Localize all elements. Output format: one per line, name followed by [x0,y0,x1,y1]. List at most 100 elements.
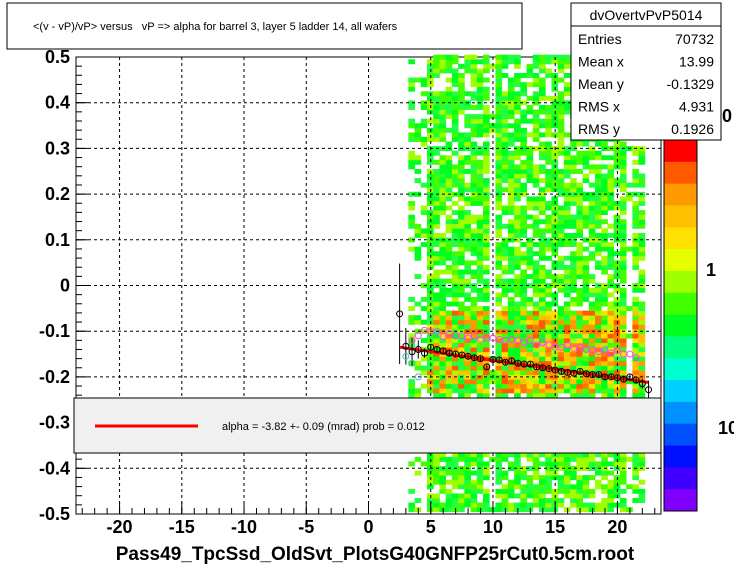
heatmap-cell [520,150,527,156]
heatmap-cell [520,484,527,490]
heatmap-cell [414,301,422,307]
heatmap-cell [619,196,627,202]
heatmap-cell [433,306,440,312]
heatmap-cell [526,164,534,170]
heatmap-cell [501,351,509,357]
heatmap-cell [476,388,484,394]
heatmap-cell [532,260,540,266]
heatmap-cell [495,260,503,266]
heatmap-cell [458,214,465,220]
heatmap-cell [563,210,571,216]
heatmap-cell [539,392,546,398]
heatmap-cell [588,155,596,161]
heatmap-cell [433,95,440,101]
heatmap-cell [545,155,552,161]
heatmap-cell [532,502,540,508]
heatmap-cell [483,242,490,248]
heatmap-cell [532,232,540,238]
heatmap-cell [433,507,440,513]
heatmap-cell [445,479,453,485]
heatmap-cell [576,452,583,458]
heatmap-cell [588,388,596,394]
heatmap-cell [626,246,633,252]
heatmap-cell [626,306,633,312]
heatmap-cell [445,109,453,115]
heatmap-cell [408,237,415,243]
heatmap-cell [501,95,509,101]
heatmap-cell [551,388,559,394]
heatmap-cell [495,242,503,248]
heatmap-cell [557,255,565,261]
heatmap-cell [445,95,453,101]
heatmap-cell [588,278,596,284]
heatmap-cell [408,507,415,513]
heatmap-cell [483,388,490,394]
heatmap-cell [520,159,527,165]
heatmap-cell [576,205,583,211]
heatmap-cell [495,72,503,78]
heatmap-cell [458,502,465,508]
heatmap-cell [532,475,540,481]
heatmap-cell [557,278,565,284]
heatmap-cell [458,255,465,261]
heatmap-cell [451,104,459,110]
heatmap-cell [464,388,471,394]
heatmap-cell [582,150,590,156]
heatmap-cell [483,223,490,229]
heatmap-cell [545,347,552,353]
heatmap-cell [507,104,515,110]
fit-legend-text: alpha = -3.82 +- 0.09 (mrad) prob = 0.01… [222,421,425,433]
heatmap-cell [445,255,453,261]
heatmap-cell [495,365,503,371]
heatmap-cell [483,210,490,216]
heatmap-cell [501,164,509,170]
heatmap-cell [563,223,571,229]
heatmap-cell [483,196,490,202]
heatmap-cell [445,498,453,503]
heatmap-cell [595,223,602,229]
heatmap-cell [595,507,602,513]
heatmap-cell [495,228,503,234]
heatmap-cell [607,392,615,398]
heatmap-cell [619,210,627,216]
heatmap-cell [638,210,646,216]
heatmap-cell [439,338,447,344]
heatmap-cell [539,347,546,353]
heatmap-cell [582,338,590,344]
x-tick-label: -5 [298,517,314,537]
heatmap-cell [563,456,571,462]
heatmap-cell [520,242,527,248]
heatmap-cell [582,502,590,508]
heatmap-cell [613,228,621,234]
heatmap-cell [445,54,453,60]
heatmap-cell [470,242,478,248]
heatmap-cell [520,328,527,334]
heatmap-cell [408,379,415,385]
heatmap-cell [545,59,552,65]
heatmap-cell [613,484,621,490]
heatmap-cell [545,246,552,252]
heatmap-cell [501,342,509,348]
heatmap-cell [526,383,534,389]
heatmap-cell [420,123,428,129]
heatmap-cell [576,310,583,316]
heatmap-cell [464,392,471,398]
heatmap-cell [638,498,646,503]
heatmap-cell [439,182,447,188]
heatmap-cell [427,159,434,165]
heatmap-cell [570,498,577,503]
heatmap-cell [588,475,596,481]
heatmap-cell [563,264,571,270]
heatmap-cell [576,328,583,334]
heatmap-cell [588,319,596,325]
heatmap-cell [570,319,577,325]
heatmap-cell [507,237,515,243]
heatmap-cell [520,470,527,476]
heatmap-cell [483,104,490,110]
heatmap-cell [470,383,478,389]
heatmap-cell [520,356,527,362]
heatmap-cell [595,365,602,371]
heatmap-cell [526,370,534,376]
heatmap-cell [464,159,471,165]
heatmap-cell [514,264,521,270]
